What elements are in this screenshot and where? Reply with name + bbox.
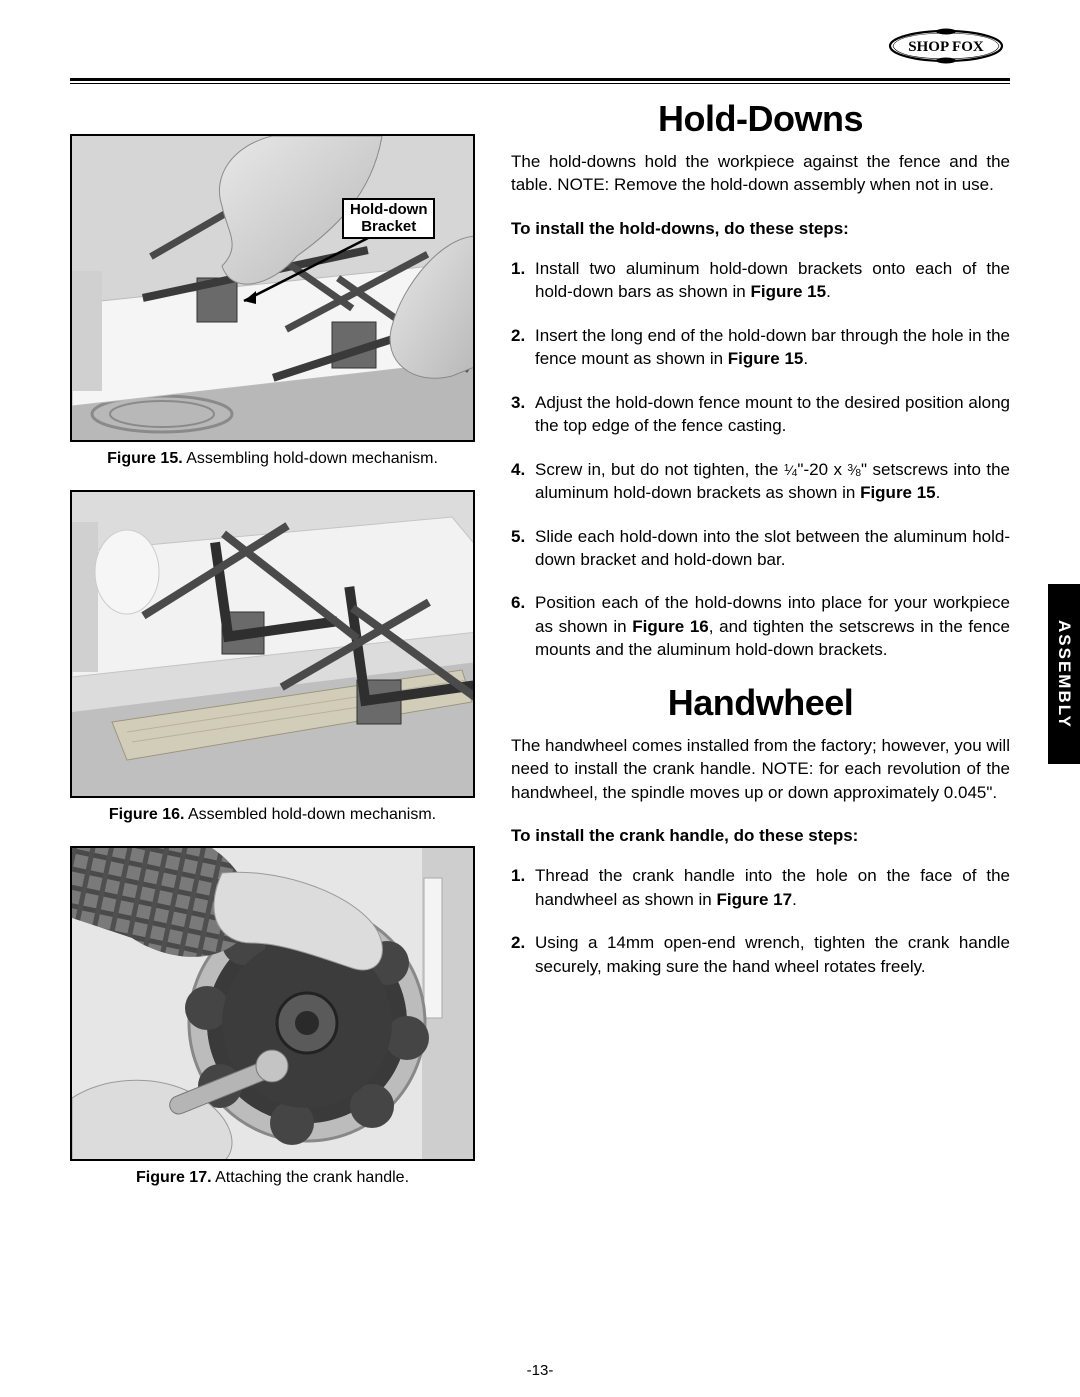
figure-16-caption: Figure 16. Assembled hold-down mechanism… (70, 806, 475, 824)
handwheel-steps: Thread the crank handle into the hole on… (511, 864, 1010, 978)
figures-column: Hold-downBracket Figure 15. Assembling h… (70, 98, 475, 1209)
page-number: -13- (0, 1362, 1080, 1379)
holddowns-step: Insert the long end of the hold-down bar… (511, 324, 1010, 371)
figure-15: Hold-downBracket Figure 15. Assembling h… (70, 134, 475, 468)
holddowns-step: Screw in, but do not tighten, the 1⁄4"-2… (511, 458, 1010, 505)
figure-17-image (72, 848, 475, 1161)
svg-text:SHOP FOX: SHOP FOX (908, 39, 984, 55)
holddowns-step: Position each of the hold-downs into pla… (511, 591, 1010, 661)
holddowns-step: Install two aluminum hold-down brackets … (511, 257, 1010, 304)
figure-17-caption: Figure 17. Attaching the crank handle. (70, 1169, 475, 1187)
handwheel-title: Handwheel (511, 682, 1010, 724)
figure-17: Figure 17. Attaching the crank handle. (70, 846, 475, 1187)
handwheel-step: Using a 14mm open-end wrench, tighten th… (511, 931, 1010, 978)
holddowns-intro: The hold-downs hold the workpiece agains… (511, 150, 1010, 197)
figure-15-callout: Hold-downBracket (342, 198, 435, 239)
handwheel-intro: The handwheel comes installed from the f… (511, 734, 1010, 804)
figure-16: Figure 16. Assembled hold-down mechanism… (70, 490, 475, 824)
holddowns-steps: Install two aluminum hold-down brackets … (511, 257, 1010, 662)
text-column: Hold-Downs The hold-downs hold the workp… (511, 98, 1010, 1209)
holddowns-step: Adjust the hold-down fence mount to the … (511, 391, 1010, 438)
figure-16-image (72, 492, 475, 798)
holddowns-step: Slide each hold-down into the slot betwe… (511, 525, 1010, 572)
section-tab-assembly: ASSEMBLY (1048, 584, 1080, 764)
holddowns-title: Hold-Downs (511, 98, 1010, 140)
header-divider (70, 78, 1010, 84)
brand-logo: SHOP FOX (887, 28, 1005, 69)
holddowns-lead: To install the hold-downs, do these step… (511, 219, 1010, 239)
handwheel-step: Thread the crank handle into the hole on… (511, 864, 1010, 911)
figure-15-image (72, 136, 475, 442)
handwheel-lead: To install the crank handle, do these st… (511, 826, 1010, 846)
figure-15-caption: Figure 15. Assembling hold-down mechanis… (70, 450, 475, 468)
